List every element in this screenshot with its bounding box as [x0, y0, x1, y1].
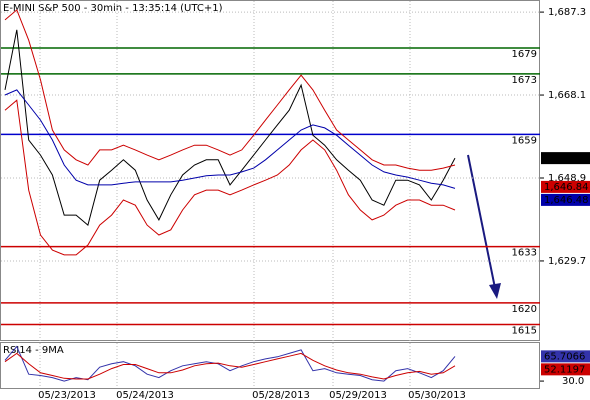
- price-marker: [541, 152, 590, 165]
- rsi-marker-label: 52.1197: [544, 364, 585, 375]
- price-panel: [0, 0, 540, 341]
- chart-title: E-MINI S&P 500 - 30min - 13:35:14 (UTC+1…: [3, 3, 223, 14]
- arrow: [467, 154, 496, 289]
- rsi-marker-label: 65.7066: [544, 351, 585, 362]
- x-tick-label: 05/28/2013: [252, 390, 310, 400]
- price-marker: [541, 180, 590, 193]
- level-label: 1615: [512, 325, 537, 336]
- x-tick-label: 05/29/2013: [329, 390, 387, 400]
- price-marker-label: 1,646.48: [544, 195, 589, 206]
- y-tick-label: 1,687.3: [548, 7, 586, 18]
- y-tick-label: 1,629.7: [548, 256, 586, 267]
- indicator-line: [4, 9, 456, 171]
- rsi-marker: [541, 350, 590, 363]
- level-label: 1679: [512, 49, 537, 60]
- x-tick-label: 05/23/2013: [38, 390, 96, 400]
- rsi-line: [4, 345, 456, 382]
- level-label: 1633: [512, 248, 537, 259]
- x-tick-label: 05/24/2013: [116, 390, 174, 400]
- price-line: [4, 29, 456, 226]
- rsi-tick-label: 30.0: [562, 376, 584, 387]
- y-tick-label: 1,668.1: [548, 90, 586, 101]
- x-tick-label: 05/30/2013: [408, 390, 466, 400]
- price-marker-label: 1,646.84: [544, 182, 589, 193]
- rsi-panel: [0, 342, 540, 389]
- indicator-line: [4, 89, 456, 189]
- price-marker-label: 1,653.5: [544, 153, 582, 164]
- rsi-marker: [541, 363, 590, 376]
- level-label: 1620: [512, 304, 537, 315]
- arrow-head: [489, 283, 501, 299]
- price-marker: [541, 193, 590, 206]
- rsi-line: [4, 352, 456, 380]
- y-tick-label: 1,648.9: [548, 173, 586, 184]
- rsi-title: RSI14 - 9MA: [3, 345, 64, 356]
- level-label: 1673: [512, 75, 537, 86]
- level-label: 1659: [512, 135, 537, 146]
- indicator-line: [4, 99, 456, 256]
